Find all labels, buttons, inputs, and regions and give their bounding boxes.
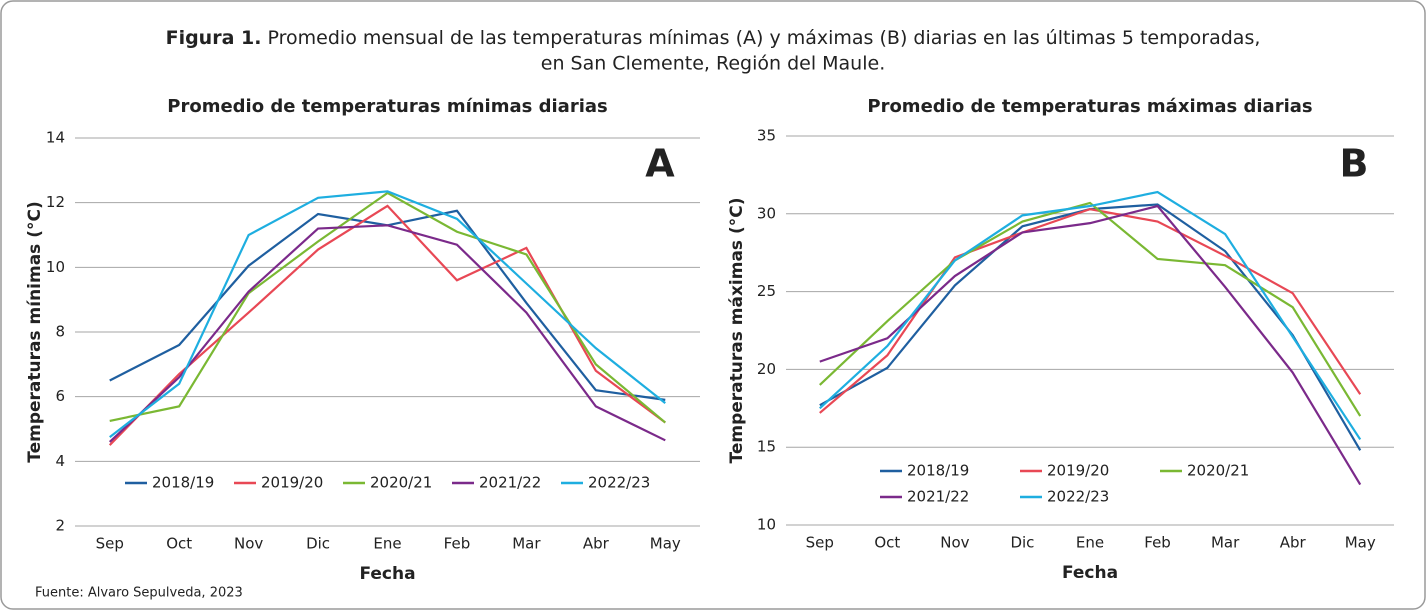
x-tick-label: Dic — [306, 535, 330, 553]
series-line — [108, 204, 666, 446]
y-tick-label: 14 — [46, 129, 65, 147]
legend-label: 2020/21 — [1187, 462, 1249, 480]
chart-title: Promedio de temperaturas mínimas diarias — [167, 96, 607, 117]
x-tick-label: Abr — [1280, 534, 1307, 552]
legend-label: 2019/20 — [1047, 462, 1109, 480]
figure-label: Figura 1. — [166, 27, 262, 49]
x-axis-label: Fecha — [359, 564, 415, 584]
x-tick-label: Oct — [874, 534, 900, 552]
panel-letter: B — [1340, 142, 1369, 186]
y-tick-label: 30 — [757, 204, 776, 222]
y-tick-label: 6 — [55, 387, 65, 405]
y-tick-label: 8 — [55, 323, 65, 341]
series-line — [819, 207, 1362, 414]
legend-label: 2021/22 — [479, 474, 541, 492]
figure-title-line: Promedio mensual de las temperaturas mín… — [268, 27, 1261, 49]
series-line — [819, 201, 1362, 417]
x-tick-label: Sep — [96, 535, 124, 553]
x-tick-label: Oct — [166, 535, 192, 553]
y-axis-label: Temperaturas mínimas (°C) — [25, 201, 45, 462]
y-tick-label: 15 — [757, 438, 776, 456]
x-tick-label: Abr — [583, 535, 610, 553]
x-tick-label: Feb — [1144, 534, 1171, 552]
x-axis-label: Fecha — [1062, 563, 1118, 583]
legend-label: 2018/19 — [907, 462, 969, 480]
x-tick-label: Sep — [806, 534, 834, 552]
x-tick-label: Mar — [1211, 534, 1240, 552]
y-tick-label: 4 — [55, 452, 65, 470]
x-tick-label: Ene — [1076, 534, 1104, 552]
chart-title: Promedio de temperaturas máximas diarias — [867, 96, 1312, 117]
legend-label: 2018/19 — [152, 474, 214, 492]
series-line — [819, 190, 1362, 441]
source: Fuente: Alvaro Sepulveda, 2023 — [35, 586, 243, 601]
y-tick-label: 25 — [757, 282, 776, 300]
x-tick-label: Mar — [512, 535, 541, 553]
y-tick-label: 12 — [46, 193, 65, 211]
x-tick-label: May — [1345, 534, 1376, 552]
legend-label: 2022/23 — [1047, 488, 1109, 506]
x-tick-label: Nov — [234, 535, 263, 553]
series-line — [109, 190, 666, 438]
x-tick-label: May — [650, 535, 681, 553]
y-tick-label: 35 — [757, 127, 776, 145]
y-tick-label: 20 — [757, 360, 776, 378]
x-tick-label: Dic — [1010, 534, 1034, 552]
legend-label: 2020/21 — [370, 474, 432, 492]
y-tick-label: 10 — [757, 516, 776, 534]
figure-title: Figura 1. Promedio mensual de las temper… — [166, 27, 1261, 49]
x-tick-label: Ene — [373, 535, 401, 553]
y-tick-label: 10 — [46, 258, 65, 276]
y-axis-label: Temperaturas máximas (°C) — [727, 198, 747, 464]
legend-label: 2021/22 — [907, 488, 969, 506]
figure-title-line: en San Clemente, Región del Maule. — [541, 53, 886, 75]
legend-label: 2022/23 — [588, 474, 650, 492]
legend-label: 2019/20 — [261, 474, 323, 492]
panel-letter: A — [645, 142, 675, 186]
x-tick-label: Feb — [444, 535, 471, 553]
series-line — [108, 224, 666, 443]
x-tick-label: Nov — [940, 534, 969, 552]
y-tick-label: 2 — [55, 517, 65, 535]
